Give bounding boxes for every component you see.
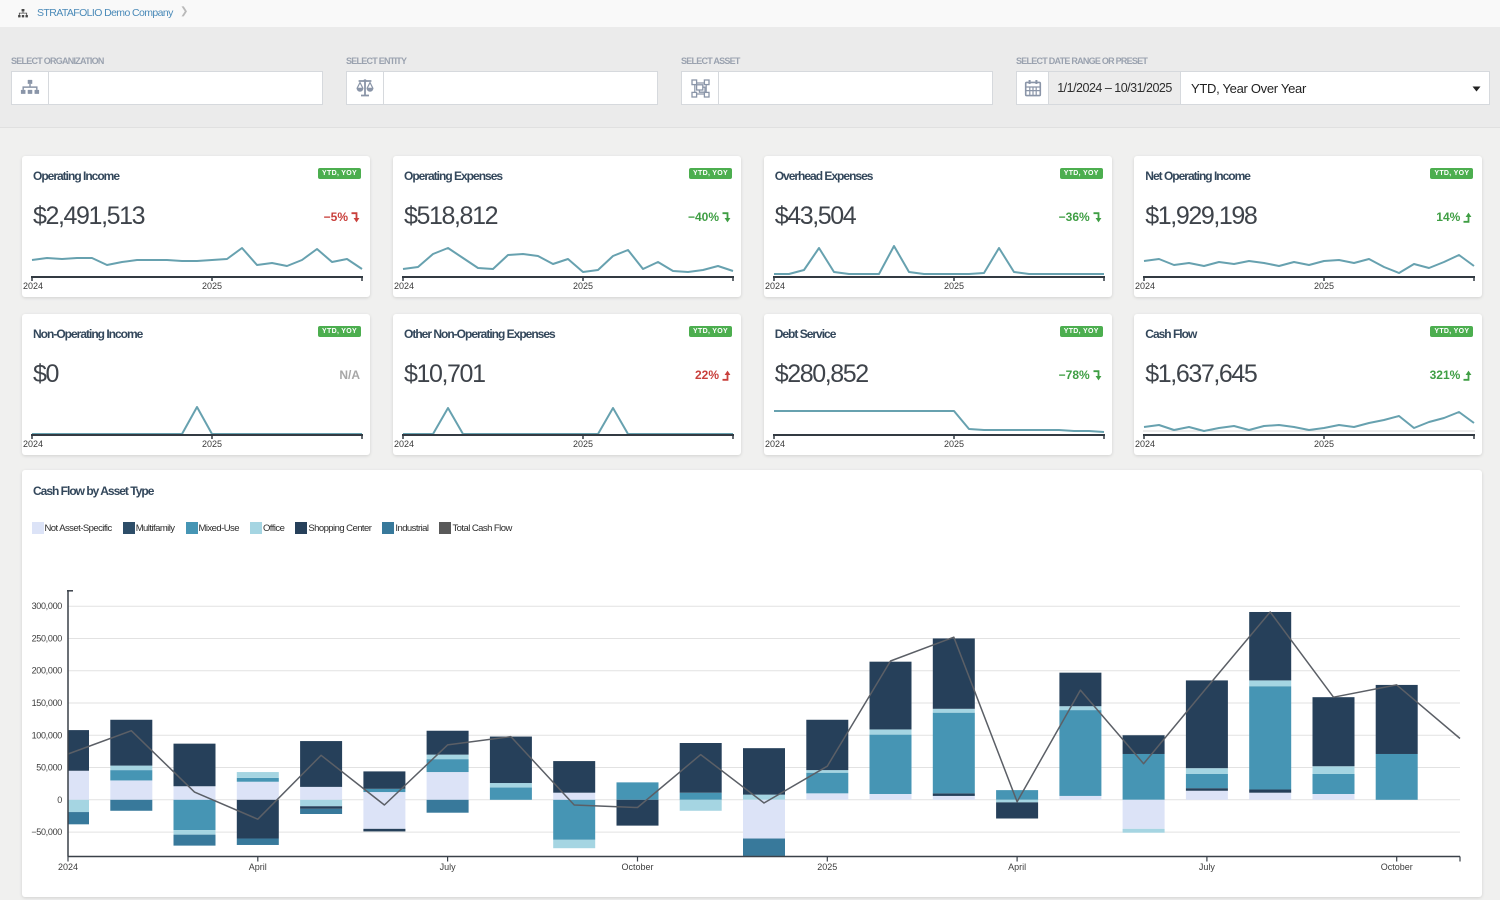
- svg-text:2024: 2024: [1135, 439, 1155, 449]
- svg-text:2025: 2025: [944, 439, 964, 449]
- svg-text:2024: 2024: [23, 281, 43, 291]
- svg-text:April: April: [249, 862, 267, 872]
- svg-text:2024: 2024: [58, 862, 78, 872]
- svg-text:2025: 2025: [944, 281, 964, 291]
- svg-text:2025: 2025: [817, 862, 837, 872]
- svg-text:150,000: 150,000: [32, 698, 63, 708]
- svg-text:2025: 2025: [1314, 281, 1334, 291]
- svg-text:2025: 2025: [202, 281, 222, 291]
- svg-text:0: 0: [57, 795, 62, 805]
- svg-text:October: October: [1381, 862, 1413, 872]
- svg-text:300,000: 300,000: [32, 601, 63, 611]
- svg-text:−50,000: −50,000: [31, 827, 62, 837]
- svg-text:100,000: 100,000: [32, 730, 63, 740]
- svg-text:50,000: 50,000: [36, 763, 62, 773]
- svg-text:July: July: [440, 862, 457, 872]
- svg-text:250,000: 250,000: [32, 634, 63, 644]
- svg-text:2025: 2025: [1314, 439, 1334, 449]
- svg-text:2024: 2024: [394, 281, 414, 291]
- svg-text:2024: 2024: [1135, 281, 1155, 291]
- svg-text:200,000: 200,000: [32, 666, 63, 676]
- svg-text:2025: 2025: [573, 439, 593, 449]
- svg-text:2024: 2024: [394, 439, 414, 449]
- svg-text:April: April: [1008, 862, 1026, 872]
- svg-text:October: October: [621, 862, 653, 872]
- svg-text:2024: 2024: [23, 439, 43, 449]
- svg-text:2024: 2024: [765, 281, 785, 291]
- svg-text:2024: 2024: [765, 439, 785, 449]
- svg-text:2025: 2025: [202, 439, 222, 449]
- svg-text:July: July: [1199, 862, 1216, 872]
- svg-text:2025: 2025: [573, 281, 593, 291]
